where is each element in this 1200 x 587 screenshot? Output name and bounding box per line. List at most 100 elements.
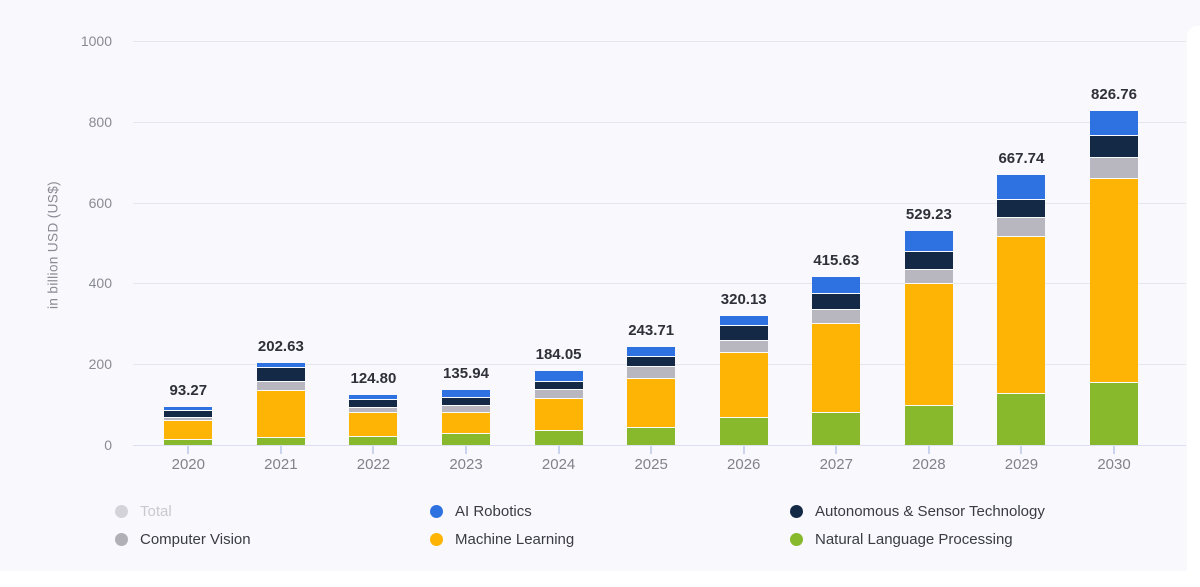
bar-segment-natural-language-processing-2025 [627,426,676,445]
x-axis-tick-2025 [650,446,653,454]
y-tick-label-200: 200 [88,356,112,373]
x-axis-tick-2024 [557,446,560,454]
legend-dot-total-icon [115,504,128,518]
bar-total-label-2029: 667.74 [998,150,1045,168]
bar-segment-computer-vision-2021 [256,380,305,390]
bar-segment-ai-robotics-2029 [997,175,1046,199]
bar-segment-natural-language-processing-2027 [812,412,861,445]
bar-segment-machine-learning-2028 [904,283,953,405]
bar-segment-computer-vision-2023 [442,405,490,412]
x-axis-tick-2020 [187,446,190,454]
bar-segment-natural-language-processing-2020 [164,438,213,445]
bar-2026 [719,315,768,445]
bar-segment-natural-language-processing-2023 [442,432,490,445]
right-panel-edge [1187,26,1200,587]
bar-segment-autonomous-sensor-technology-2029 [997,198,1046,217]
bar-segment-ai-robotics-2027 [812,277,861,293]
bar-segment-natural-language-processing-2021 [256,436,305,445]
bar-segment-autonomous-sensor-technology-2028 [904,250,953,269]
bar-2024 [534,370,583,445]
x-axis-label-2027: 2027 [819,456,853,473]
x-axis-tick-2026 [742,446,745,454]
legend-item-ai-robotics[interactable]: AI Robotics [430,502,532,520]
bar-segment-ai-robotics-2023 [442,390,490,397]
y-tick-label-400: 400 [88,275,112,292]
legend-dot-ai-robotics-icon [430,504,443,518]
bar-segment-machine-learning-2025 [627,378,676,427]
bar-segment-autonomous-sensor-technology-2030 [1090,135,1138,158]
x-axis-tick-2022 [372,446,375,454]
gridline-800 [133,121,1186,123]
bar-2028 [904,231,953,445]
bar-segment-natural-language-processing-2026 [719,417,768,445]
bar-segment-computer-vision-2027 [812,308,861,324]
bar-total-label-2030: 826.76 [1091,85,1137,103]
bar-2023 [442,390,490,445]
bar-segment-computer-vision-2026 [719,339,768,352]
bar-2029 [997,175,1046,445]
bar-segment-machine-learning-2021 [256,389,305,437]
bar-segment-computer-vision-2025 [627,365,676,379]
x-axis-label-2022: 2022 [356,456,391,473]
bar-segment-autonomous-sensor-technology-2021 [256,367,305,381]
legend-dot-machine-learning-icon [430,532,443,546]
bar-segment-autonomous-sensor-technology-2025 [627,355,676,366]
bar-2030 [1090,110,1138,445]
bar-segment-ai-robotics-2028 [904,231,953,251]
x-axis-label-2023: 2023 [449,456,483,473]
bar-segment-computer-vision-2024 [534,389,583,399]
y-tick-label-600: 600 [88,194,112,211]
bar-segment-natural-language-processing-2028 [904,404,953,445]
gridline-400 [133,283,1186,285]
bar-total-label-2025: 243.71 [628,321,675,339]
legend-dot-natural-language-processing-icon [790,532,803,546]
legend-label-natural-language-processing: Natural Language Processing [815,530,1013,548]
bar-segment-natural-language-processing-2029 [997,393,1046,445]
bottom-panel-edge [0,571,1200,587]
legend-label-ai-robotics: AI Robotics [455,502,532,520]
bar-segment-ai-robotics-2026 [719,315,768,326]
x-axis-tick-2030 [1113,446,1115,454]
gridline-1000 [133,41,1186,42]
x-axis-tick-2027 [835,446,838,454]
legend-item-total[interactable]: Total [115,502,172,520]
bar-segment-autonomous-sensor-technology-2020 [164,409,213,418]
bar-segment-computer-vision-2020 [164,417,213,421]
bar-total-label-2026: 320.13 [720,290,767,308]
legend-item-machine-learning[interactable]: Machine Learning [430,530,574,548]
bar-segment-autonomous-sensor-technology-2027 [812,292,861,309]
bar-total-label-2022: 124.80 [350,369,397,387]
bar-total-label-2020: 93.27 [169,382,208,400]
bar-segment-machine-learning-2026 [719,351,768,418]
legend-item-autonomous-sensor-technology[interactable]: Autonomous & Sensor Technology [790,502,1045,520]
bar-segment-autonomous-sensor-technology-2022 [349,399,398,407]
bar-segment-autonomous-sensor-technology-2023 [442,396,490,405]
bar-segment-ai-robotics-2025 [627,346,676,356]
bar-2021 [256,363,305,445]
bar-segment-natural-language-processing-2030 [1090,381,1138,445]
bar-segment-machine-learning-2020 [164,420,213,439]
legend-item-natural-language-processing[interactable]: Natural Language Processing [790,530,1013,548]
x-axis-label-2029: 2029 [1004,456,1039,473]
x-axis-label-2030: 2030 [1097,456,1131,473]
legend-dot-computer-vision-icon [115,532,128,546]
legend-item-computer-vision[interactable]: Computer Vision [115,530,251,548]
legend-dot-autonomous-sensor-technology-icon [790,504,803,518]
x-axis-tick-2028 [927,446,930,454]
y-tick-label-0: 0 [104,437,112,453]
bar-segment-computer-vision-2028 [904,268,953,284]
legend-label-total: Total [140,502,172,520]
bar-2025 [627,346,676,445]
x-axis-label-2024: 2024 [541,456,576,473]
bar-segment-autonomous-sensor-technology-2024 [534,380,583,390]
x-axis-label-2028: 2028 [912,456,946,473]
bar-segment-computer-vision-2022 [349,406,398,412]
y-tick-label-1000: 1000 [80,33,112,49]
bar-total-label-2024: 184.05 [535,345,582,363]
y-tick-label-800: 800 [88,113,112,130]
bar-segment-computer-vision-2029 [997,216,1046,236]
bar-2022 [349,394,398,445]
bar-segment-machine-learning-2024 [534,398,583,430]
bar-segment-ai-robotics-2022 [349,394,398,400]
bar-segment-ai-robotics-2024 [534,370,583,381]
